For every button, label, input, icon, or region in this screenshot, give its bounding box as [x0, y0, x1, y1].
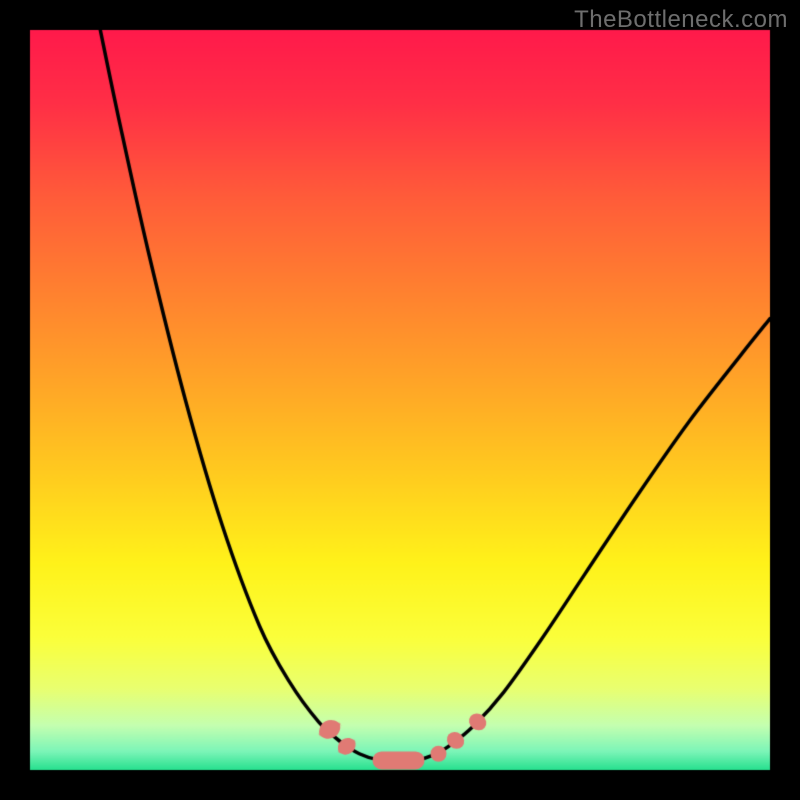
watermark-label: TheBottleneck.com — [574, 6, 788, 34]
bottleneck-curve-chart — [0, 0, 800, 800]
chart-root: TheBottleneck.com — [0, 0, 800, 800]
